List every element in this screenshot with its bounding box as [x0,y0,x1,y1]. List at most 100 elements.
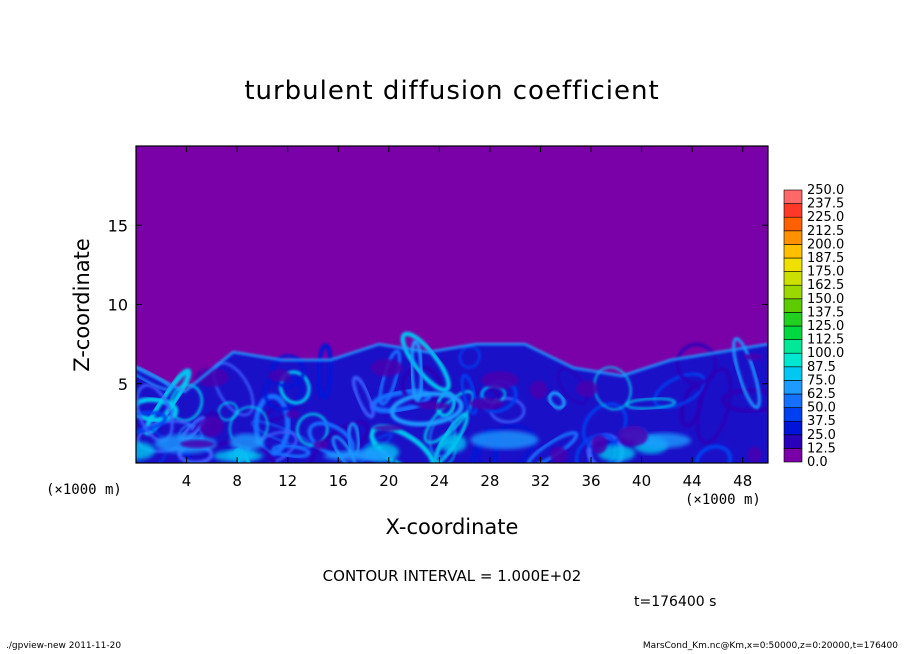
x-tick-label: 28 [480,472,499,490]
turbulent-swirl [556,367,589,405]
colorbar-label: 0.0 [807,455,828,470]
colorbar-swatch [783,298,803,313]
turbulent-bright-patch [229,433,265,452]
x-tick-label: 8 [232,472,242,490]
colorbar-label: 125.0 [807,319,844,334]
colorbar-swatch [783,339,803,354]
turbulent-bright-patch [323,450,379,461]
turbulent-dark-pocket [575,380,598,397]
turbulent-dark-pocket [268,369,291,382]
y-axis-label: Z-coordinate [70,238,94,372]
colorbar-swatch [783,407,803,422]
turbulent-dark-pocket [529,380,548,399]
colorbar-swatch [783,230,803,245]
colorbar-label: 75.0 [807,373,836,388]
turbulent-dark-pocket [285,410,300,419]
colorbar-swatch [783,271,803,286]
colorbar-label: 62.5 [807,387,836,402]
turbulent-swirl [694,444,733,463]
turbulent-layer-top [136,342,768,394]
turbulent-swirl [409,339,424,403]
turbulent-dark-pocket [481,371,519,389]
x-tick-label: 40 [632,472,651,490]
turbulent-swirl [296,412,329,447]
x-unit-label-right: (×1000 m) [685,492,761,508]
turbulent-swirl [653,372,707,409]
colorbar-label: 137.5 [807,305,844,320]
turbulent-swirl [467,428,499,463]
turbulent-swirl [316,343,334,400]
turbulent-swirl [593,366,632,411]
colorbar-label: 187.5 [807,251,844,266]
turbulent-swirl [136,365,172,391]
footer-right-text: MarsCond_Km.nc@Km,x=0:50000,z=0:20000,t=… [642,641,898,651]
turbulent-layer [136,331,768,463]
turbulent-swirl [547,391,566,410]
turbulent-swirl [400,331,451,393]
colorbar-label: 50.0 [807,401,836,416]
x-tick-label: 20 [379,472,398,490]
x-tick-label: 4 [182,472,192,490]
turbulent-bright-patch [597,445,636,462]
colorbar-swatch [783,284,803,300]
turbulent-dark-pocket [591,434,608,454]
turbulent-swirl [271,444,311,459]
colorbar-label: 25.0 [807,428,836,443]
turbulent-swirl [732,337,761,410]
colorbar-label: 212.5 [807,224,844,239]
y-tick-label: 15 [108,216,128,235]
colorbar-label: 175.0 [807,265,844,280]
x-tick-label: 12 [278,472,297,490]
turbulent-swirl [720,387,768,414]
turbulent-swirl [574,433,618,463]
turbulent-swirl [423,390,475,444]
colorbar-swatch [783,216,803,232]
y-axis-ticks: 5 10 15 [108,216,768,394]
colorbar-label: 100.0 [807,346,844,361]
x-tick-label: 36 [581,472,600,490]
colorbar-swatch [783,203,803,218]
footer-left-text: ./gpview-new 2011-11-20 [6,641,122,651]
colorbar-label: 87.5 [807,360,836,375]
colorbar-label: 162.5 [807,278,844,293]
turbulent-dark-pocket [194,367,229,387]
turbulent-dark-pocket [373,424,402,432]
turbulent-swirl [458,345,481,369]
turbulent-bright-patch [213,450,263,462]
colorbar-label: 112.5 [807,333,844,348]
colorbar-label: 250.0 [807,183,844,198]
turbulent-swirl [695,367,733,445]
turbulent-swirl [352,375,375,419]
turbulent-bright-patch [470,430,539,450]
y-tick-label: 5 [118,375,128,394]
turbulent-bright-patch [636,432,692,449]
colorbar-swatch [783,393,803,408]
turbulent-dark-pocket [370,359,403,377]
turbulent-dark-pocket [418,402,450,410]
x-tick-label: 48 [733,472,752,490]
colorbar-swatch [783,380,803,395]
colorbar-label: 225.0 [807,210,844,225]
colorbar-swatch [783,420,803,436]
x-tick-label: 24 [430,472,449,490]
colorbar-swatch [783,434,803,449]
x-axis-ticks: 4 8 12 16 20 24 28 32 36 40 44 48 [182,146,752,490]
contour-interval-text: CONTOUR INTERVAL = 1.000E+02 [322,567,582,585]
colorbar-swatch [783,257,803,272]
colorbar: 0.012.525.037.550.062.575.087.5100.0112.… [783,183,844,470]
colorbar-label: 237.5 [807,197,844,212]
turbulent-swirl [136,410,168,436]
x-tick-label: 32 [531,472,550,490]
turbulent-bright-patch [136,441,156,460]
colorbar-swatch [783,325,803,340]
turbulent-swirl [460,373,478,415]
colorbar-swatch [783,352,803,368]
colorbar-swatch [783,189,803,204]
colorbar-swatch [783,312,803,327]
turbulent-dark-pocket [469,397,503,410]
x-axis-label: X-coordinate [385,515,519,539]
turbulent-swirl [136,396,179,423]
turbulent-bright-patch [439,433,467,453]
turbulent-swirl [625,397,676,410]
